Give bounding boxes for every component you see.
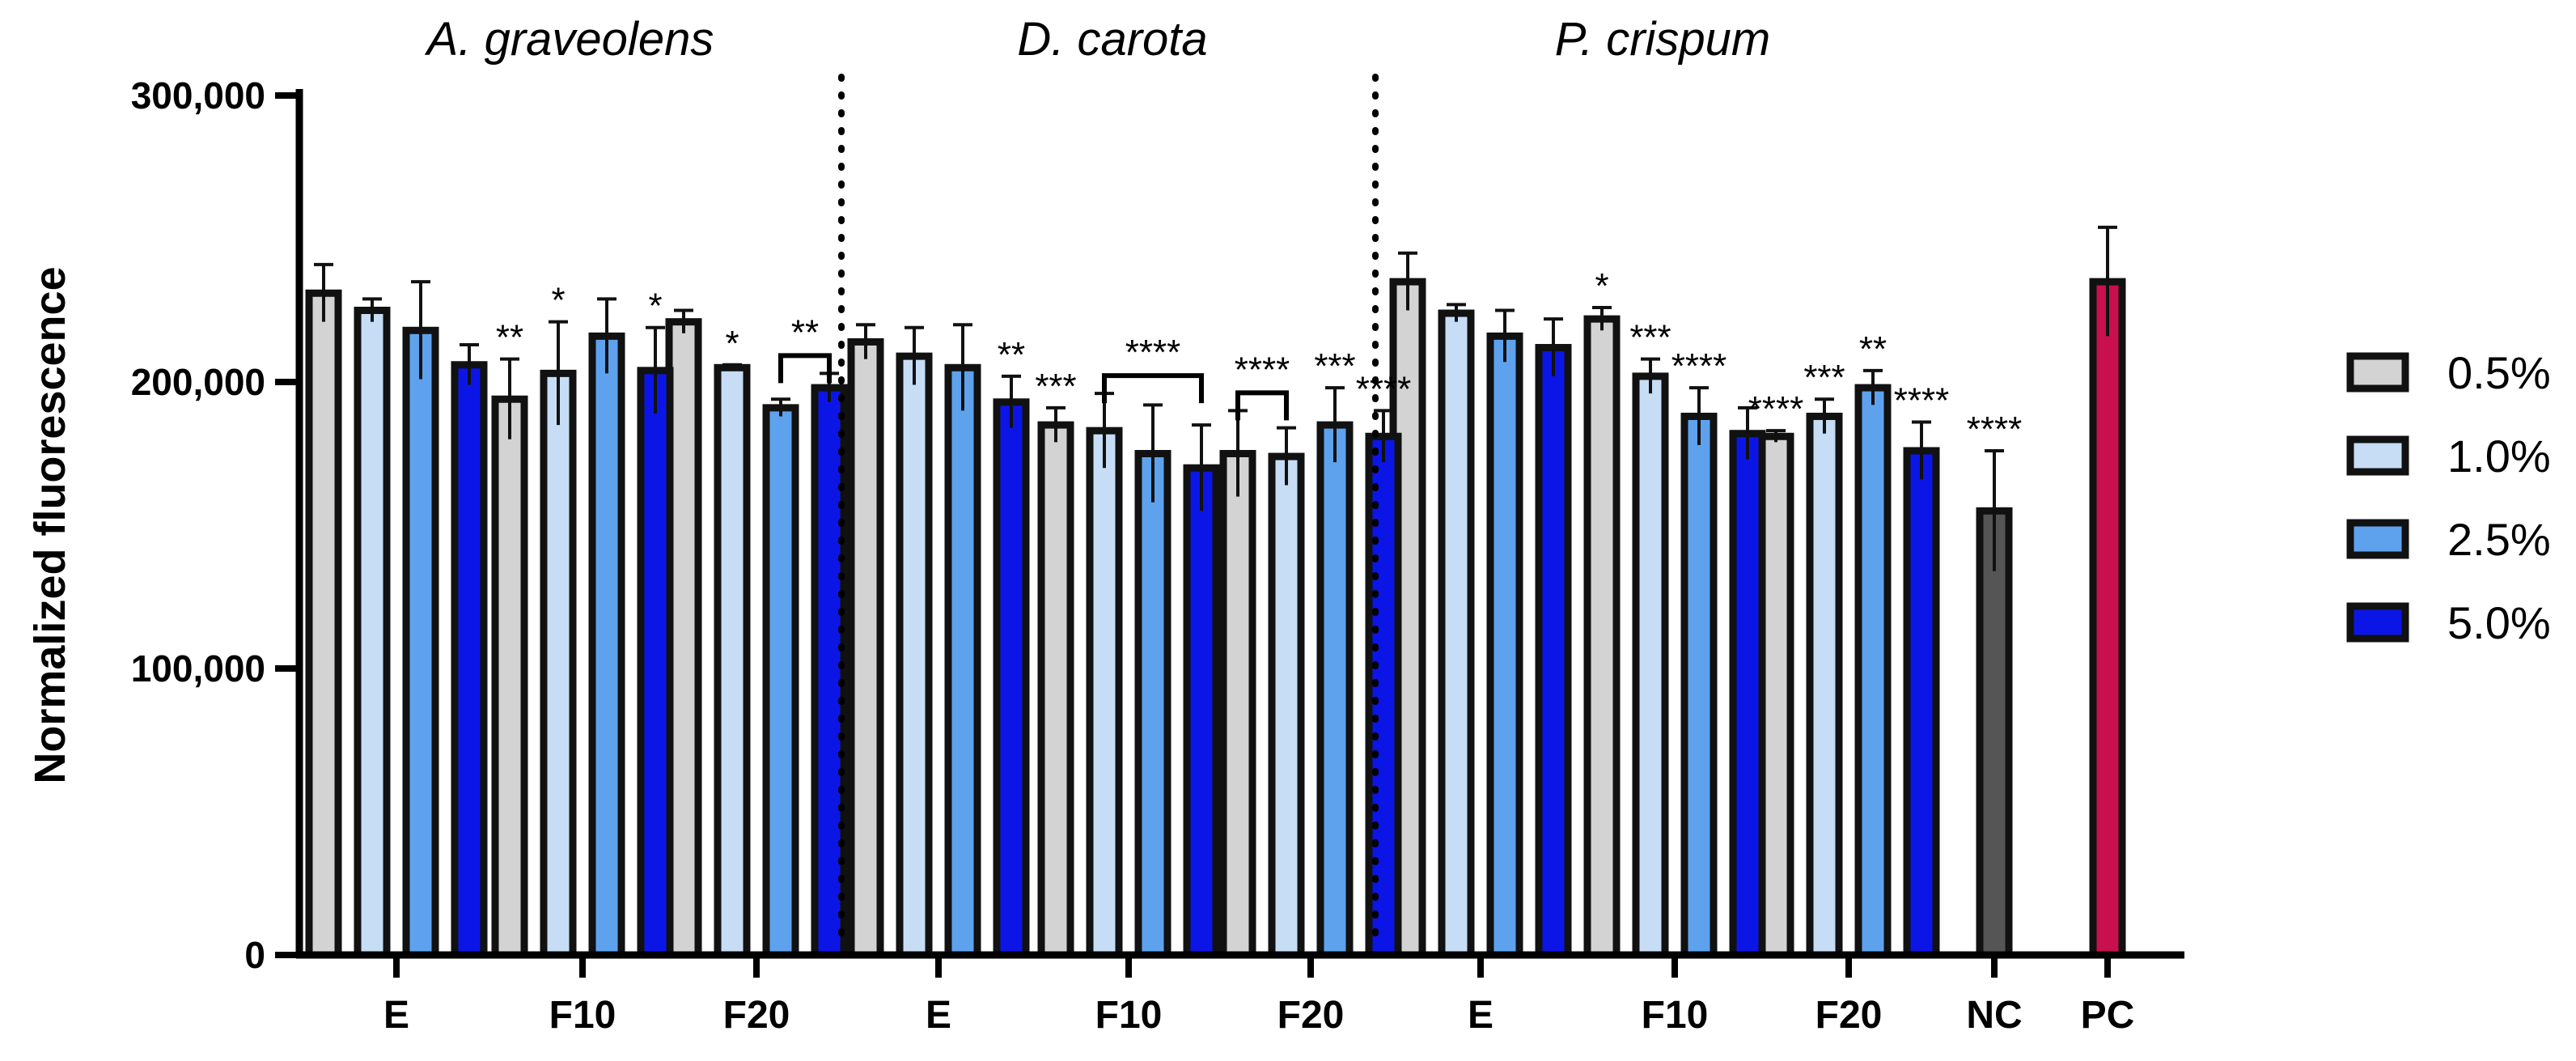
x-tick-label: F20 — [1277, 994, 1345, 1037]
significance-label: * — [725, 324, 739, 363]
bar-5_0pct — [1729, 430, 1766, 959]
x-tick-label: E — [926, 994, 951, 1037]
legend-label: 1.0% — [2447, 431, 2551, 482]
bar-2_5pct — [944, 363, 981, 959]
bar-0_5pct — [1583, 315, 1621, 959]
significance-bracket — [1102, 373, 1204, 404]
legend-label: 5.0% — [2447, 597, 2551, 648]
x-tick-label: F20 — [1815, 994, 1883, 1037]
bar-5_0pct — [993, 398, 1030, 959]
x-tick-label: E — [383, 994, 409, 1037]
bar-0_5pct — [1219, 450, 1256, 959]
bar-2_5pct — [1134, 450, 1171, 959]
bar-2_5pct — [1316, 421, 1354, 959]
group-title: P. crispum — [1555, 13, 1770, 66]
significance-label: *** — [1035, 367, 1076, 406]
significance-bracket — [778, 353, 832, 384]
significance-label: *** — [1629, 318, 1671, 358]
significance-label: **** — [1967, 410, 2023, 449]
bar-0_5pct — [305, 289, 342, 959]
x-tick-label: PC — [2081, 994, 2135, 1037]
significance-label: ** — [791, 312, 819, 352]
bar-2_5pct — [1854, 384, 1892, 959]
bar-2_5pct — [1680, 412, 1718, 959]
bar-0_5pct — [847, 337, 884, 959]
x-tick-label: NC — [1966, 994, 2022, 1037]
x-tick-label: F10 — [1642, 994, 1709, 1037]
y-tick-label: 200,000 — [131, 361, 265, 403]
significance-label: *** — [1314, 346, 1355, 386]
bar-1_0pct — [714, 363, 751, 959]
significance-label: * — [1595, 266, 1608, 306]
bar-2_5pct — [762, 404, 799, 959]
y-tick-label: 0 — [244, 934, 265, 976]
bar-1_0pct — [1268, 452, 1305, 959]
significance-bracket — [1235, 390, 1289, 421]
bar-1_0pct — [1632, 372, 1669, 959]
bar-0_5pct — [491, 395, 528, 959]
significance-label: *** — [1803, 358, 1845, 397]
bar-5_0pct — [1535, 344, 1572, 959]
bar-2_5pct — [1486, 332, 1523, 959]
legend-swatch — [2346, 519, 2409, 559]
significance-label: **** — [1748, 389, 1804, 429]
bar-1_0pct — [354, 307, 391, 959]
legend-label: 0.5% — [2447, 347, 2551, 398]
significance-label: **** — [1125, 333, 1181, 372]
significance-label: ** — [1859, 329, 1887, 369]
significance-label: * — [551, 281, 565, 320]
bar-pc — [2089, 278, 2126, 959]
x-tick-label: E — [1468, 994, 1493, 1037]
y-tick-label: 300,000 — [131, 74, 265, 117]
x-tick-label: F10 — [549, 994, 616, 1037]
y-axis-label: Normalized fluorescence — [26, 266, 74, 783]
y-tick-label: 100,000 — [131, 647, 265, 690]
bar-5_0pct — [451, 361, 488, 959]
legend-swatch — [2346, 435, 2409, 476]
bar-1_0pct — [1086, 427, 1123, 959]
bar-2_5pct — [402, 326, 439, 959]
significance-label: **** — [1671, 346, 1727, 386]
legend-swatch — [2346, 602, 2409, 643]
bar-1_0pct — [896, 352, 933, 959]
group-title: A. graveolens — [425, 13, 714, 66]
bar-1_0pct — [1438, 309, 1475, 959]
significance-label: **** — [1356, 369, 1412, 409]
x-tick-label: F20 — [723, 994, 790, 1037]
bar-2_5pct — [588, 332, 625, 959]
legend-swatch — [2346, 352, 2409, 393]
legend-label: 2.5% — [2447, 514, 2551, 565]
bar-5_0pct — [1903, 447, 1940, 959]
bar-0_5pct — [665, 318, 702, 959]
significance-label: ** — [998, 335, 1025, 375]
bar-1_0pct — [540, 369, 577, 959]
bar-5_0pct — [637, 367, 674, 959]
bar-5_0pct — [1183, 464, 1220, 959]
significance-label: * — [648, 286, 662, 326]
group-title: D. carota — [1017, 13, 1207, 66]
x-tick-label: F10 — [1095, 994, 1163, 1037]
bar-5_0pct — [811, 384, 848, 959]
significance-label: **** — [1894, 381, 1950, 421]
bar-1_0pct — [1806, 412, 1843, 959]
bar-0_5pct — [1037, 421, 1074, 959]
significance-label: ** — [496, 318, 523, 358]
significance-label: **** — [1235, 350, 1290, 389]
bar-nc — [1976, 507, 2013, 959]
